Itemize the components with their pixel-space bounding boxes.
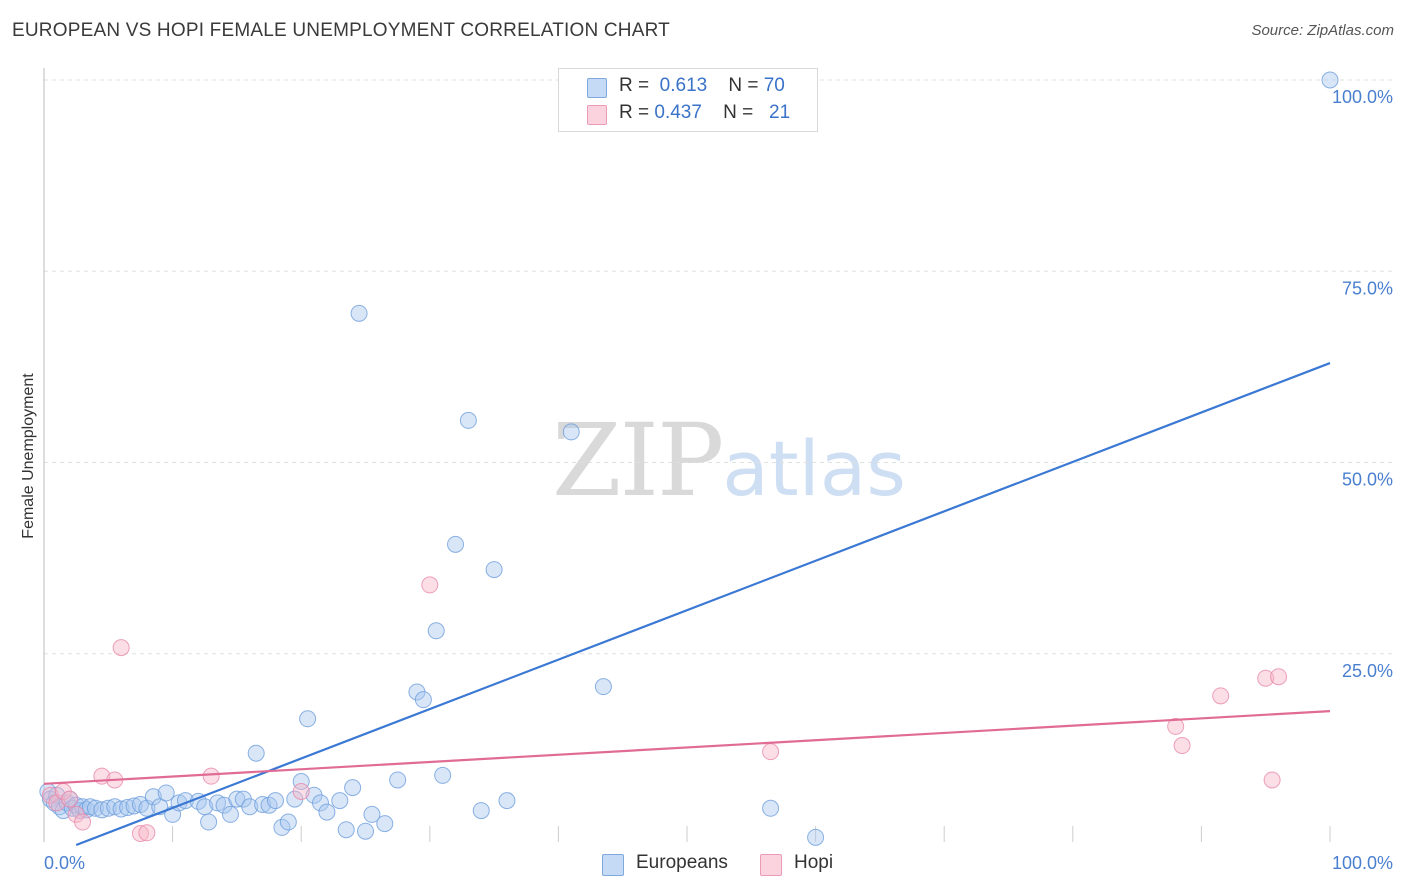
legend-text-europeans: R = 0.613 N = 70 (619, 75, 785, 96)
x-tick-label-min: 0.0% (44, 853, 85, 873)
europeans-point (209, 794, 227, 812)
europeans-point (292, 773, 310, 791)
hopi-trend-line (43, 710, 1331, 785)
hopi-point (1173, 737, 1191, 755)
europeans-point (485, 561, 503, 579)
europeans-point (318, 803, 336, 821)
hopi-point (1257, 669, 1275, 687)
europeans-point (99, 799, 117, 817)
watermark-atlas: atlas (722, 424, 906, 513)
hopi-point (1167, 717, 1185, 735)
hopi-point (1263, 771, 1281, 789)
hopi-point (61, 790, 79, 808)
europeans-point (93, 801, 111, 819)
europeans-point (299, 710, 317, 728)
hopi-point (1270, 668, 1288, 686)
europeans-point (279, 813, 297, 831)
europeans-point (357, 822, 374, 840)
y-tick-label: 100.0% (1332, 87, 1393, 107)
hopi-point (112, 639, 130, 657)
europeans-point (414, 691, 432, 709)
europeans-point (562, 423, 580, 441)
europeans-point (144, 788, 162, 806)
europeans-point (241, 798, 259, 816)
correlation-legend: R = 0.613 N = 70 R = 0.437 N = 21 (558, 68, 818, 132)
europeans-point (337, 821, 355, 839)
legend-swatch-europeans (587, 78, 607, 98)
europeans-point (472, 802, 490, 820)
europeans-point (427, 622, 445, 640)
europeans-point (363, 805, 381, 823)
europeans-point (86, 799, 104, 817)
europeans-point (459, 411, 477, 429)
europeans-point (254, 795, 272, 813)
europeans-point (447, 535, 465, 553)
europeans-point (762, 799, 780, 817)
x-tick-label-max: 100.0% (1332, 853, 1393, 873)
hopi-point (1212, 687, 1230, 705)
europeans-point (594, 678, 612, 696)
hopi-point (131, 825, 149, 843)
y-tick-labels: 25.0% 50.0% 75.0% 100.0% (1332, 87, 1393, 681)
europeans-swatch (602, 854, 624, 876)
europeans-point (157, 784, 175, 802)
europeans-point (266, 792, 284, 810)
europeans-point (119, 799, 137, 817)
y-tick-label: 50.0% (1342, 470, 1393, 490)
europeans-point (376, 815, 394, 833)
europeans-point (125, 797, 143, 815)
hopi-point (421, 576, 439, 594)
europeans-points (39, 71, 1339, 846)
europeans-point (331, 792, 349, 810)
gridlines (44, 79, 1393, 655)
legend-swatch-hopi (587, 105, 607, 125)
source-label: Source: ZipAtlas.com (1251, 22, 1394, 39)
europeans-point (1321, 71, 1339, 89)
europeans-point (434, 766, 452, 784)
europeans-point (350, 304, 368, 322)
europeans-point (200, 813, 218, 831)
hopi-label: Hopi (794, 852, 834, 873)
europeans-point (228, 790, 246, 808)
hopi-point (292, 782, 310, 800)
y-tick-label: 25.0% (1342, 661, 1393, 681)
legend-text-hopi: R = 0.437 N = 21 (619, 102, 791, 123)
hopi-point (202, 767, 220, 785)
europeans-point (311, 794, 329, 812)
europeans-point (106, 798, 124, 816)
europeans-point (247, 744, 265, 762)
y-tick-label: 75.0% (1342, 278, 1393, 298)
y-axis-label: Female Unemployment (20, 373, 37, 539)
trend-lines (43, 362, 1331, 847)
europeans-point (221, 805, 239, 823)
watermark: ZIPatlas (552, 402, 906, 519)
europeans-point (389, 771, 407, 789)
europeans-point (498, 792, 516, 810)
chart-title: EUROPEAN VS HOPI FEMALE UNEMPLOYMENT COR… (12, 20, 670, 41)
hopi-point (138, 824, 156, 842)
europeans-point (344, 779, 362, 797)
europeans-point (807, 828, 825, 846)
hopi-point (74, 813, 92, 831)
hopi-swatch (760, 854, 782, 876)
europeans-trend-line (75, 362, 1331, 847)
watermark-zip: ZIP (552, 402, 724, 519)
europeans-point (112, 800, 130, 818)
europeans-label: Europeans (636, 852, 728, 873)
x-axis-ticks (172, 826, 1331, 842)
hopi-point (762, 743, 780, 761)
